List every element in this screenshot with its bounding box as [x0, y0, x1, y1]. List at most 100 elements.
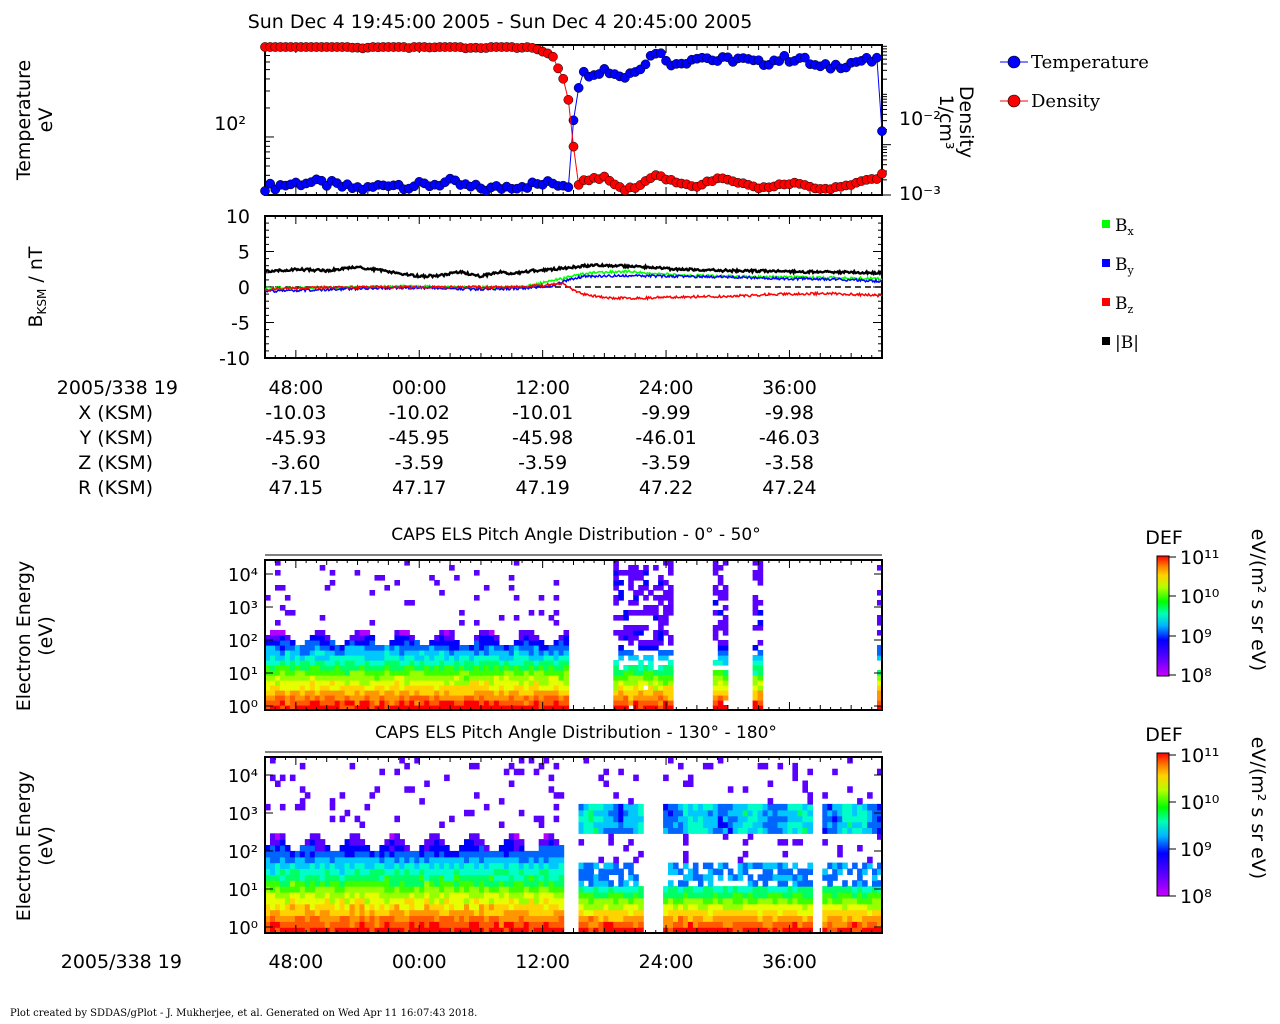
spectrogram-cell	[508, 685, 515, 691]
spectrogram-cell	[319, 665, 326, 671]
spectrogram-cell	[483, 660, 490, 666]
spectrogram-cell	[767, 927, 774, 934]
spectrogram-cell	[528, 897, 535, 905]
spectrogram-cell	[449, 695, 455, 701]
spectrogram-cell	[832, 886, 838, 893]
spectrogram-cell	[877, 695, 883, 701]
spectrogram-cell	[578, 839, 585, 846]
spectrogram-cell	[598, 809, 604, 817]
spectrogram-cell	[757, 809, 764, 817]
spectrogram-cell	[339, 927, 346, 934]
spectrogram-cell	[613, 565, 619, 571]
spectrogram-cell	[399, 690, 405, 696]
spectrogram-cell	[653, 700, 659, 706]
spectrogram-cell	[837, 862, 843, 870]
spectrogram-cell	[289, 897, 296, 905]
spectrogram-cell	[702, 909, 709, 916]
spectrogram-cell	[389, 874, 395, 881]
spectrogram-cell	[538, 868, 545, 875]
spectrogram-cell	[752, 909, 759, 916]
spectrogram-cell	[284, 695, 291, 701]
spectrogram-cell	[339, 815, 346, 823]
spectrogram-cell	[304, 845, 311, 852]
spectrogram-cell	[668, 565, 674, 571]
panel1-left-tick-label: 10²	[214, 113, 246, 135]
spectrogram-cell	[852, 862, 858, 870]
spectrogram-cell	[752, 570, 759, 576]
spectrogram-cell	[862, 886, 868, 893]
spectrogram-cell	[349, 845, 356, 852]
panel2-ticks	[264, 215, 883, 359]
spectrogram-cell	[284, 595, 291, 601]
spectrogram-cell	[270, 927, 276, 934]
spectrogram-cell	[747, 921, 754, 928]
spectrogram-cell	[479, 903, 485, 911]
spectrogram-cell	[379, 650, 385, 656]
spectrogram-cell	[737, 927, 744, 934]
spectrogram-cell	[329, 650, 336, 656]
spectrogram-cell	[498, 665, 505, 671]
spectrogram-cell	[493, 921, 500, 928]
spectrogram-cell	[429, 856, 435, 864]
spectrogram-cell	[702, 897, 709, 905]
spectrogram-cell	[275, 874, 281, 881]
spectrogram-cell	[658, 625, 664, 631]
spectrogram-cell	[822, 903, 828, 911]
spectrogram-cell	[369, 655, 376, 661]
spectrogram-cell	[643, 665, 649, 671]
spectrogram-cell	[369, 850, 376, 858]
spectrogram-cell	[538, 690, 545, 696]
spectrogram-cell	[364, 856, 371, 864]
spectrogram-cell	[583, 815, 590, 823]
spectrogram-cell	[479, 850, 485, 858]
spectrogram-cell	[319, 915, 326, 922]
spectrogram-cell	[309, 695, 316, 701]
spectrogram-cell	[872, 868, 878, 875]
spectrogram-cell	[444, 886, 450, 893]
spectrogram-cell	[857, 803, 863, 811]
spectrogram-cell	[663, 680, 669, 686]
spectrogram-cell	[414, 670, 420, 676]
spectrogram-cell	[284, 909, 291, 916]
spectrogram-cell	[459, 845, 465, 852]
spectrogram-cell	[513, 670, 520, 676]
spectrogram-cell	[503, 768, 510, 776]
spectrogram-cell	[384, 695, 390, 701]
spectrogram-cell	[334, 660, 341, 666]
spectrogram-cell	[628, 695, 634, 701]
spectrogram-cell	[578, 803, 585, 811]
spectrogram-cell	[349, 874, 356, 881]
spectrogram-cell	[384, 856, 390, 864]
spectrogram-cell	[493, 897, 500, 905]
spectrogram-cell	[852, 891, 858, 899]
spectrogram-cell	[588, 897, 594, 905]
spectrogram-cell	[862, 897, 868, 905]
spectrogram-cell	[424, 695, 430, 701]
spectrogram-cell	[872, 891, 878, 899]
spectrogram-cell	[493, 690, 500, 696]
spectrogram-cell	[543, 874, 550, 881]
spectrogram-cell	[767, 915, 774, 922]
spectrogram-cell	[523, 635, 530, 641]
spectrogram-cell	[852, 827, 858, 834]
spectrogram-cell	[488, 650, 495, 656]
y-tick-label: 10⁰	[228, 697, 258, 718]
spectrogram-cell	[359, 670, 366, 676]
spectrogram-cell	[722, 915, 729, 922]
spectrogram-cell	[877, 862, 883, 870]
spectrogram-cell	[797, 821, 803, 828]
spectrogram-cell	[419, 903, 425, 911]
spectrogram-cell	[364, 700, 371, 706]
spectrogram-cell	[503, 903, 510, 911]
spectrogram-cell	[533, 921, 540, 928]
spectrogram-cell	[523, 700, 530, 706]
spectrogram-cell	[658, 670, 664, 676]
spectrogram-cell	[284, 903, 291, 911]
spectrogram-cell	[513, 615, 520, 621]
spectrogram-cell	[852, 815, 858, 823]
spectrogram-cell	[503, 845, 510, 852]
spectrogram-cell	[683, 850, 689, 858]
spectrogram-cell	[608, 915, 614, 922]
spectrogram-cell	[663, 620, 669, 626]
spectrogram-cell	[668, 650, 674, 656]
